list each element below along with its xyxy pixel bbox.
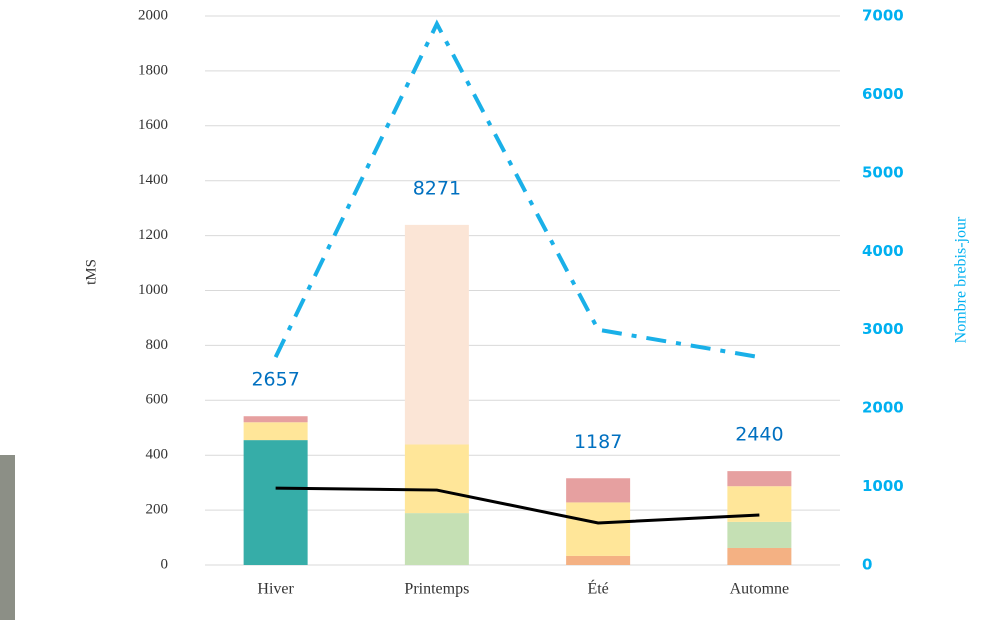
bar-segment	[244, 422, 308, 440]
bar-segment	[566, 478, 630, 502]
y2-tick-label: 3000	[862, 320, 904, 338]
bar-segment	[566, 502, 630, 556]
y-tick-label: 1400	[138, 172, 168, 188]
annotation: 2657	[251, 369, 299, 391]
bar-segment	[244, 440, 308, 565]
bar-segment	[727, 548, 791, 565]
line-series	[276, 24, 760, 357]
y-tick-label: 200	[146, 502, 169, 518]
bar-segment	[405, 513, 469, 565]
y-tick-label: 0	[161, 556, 169, 572]
x-tick-label: Automne	[730, 581, 790, 598]
x-tick-label: Été	[587, 579, 608, 598]
y-tick-label: 1600	[138, 117, 168, 133]
line-series	[276, 488, 760, 523]
y2-axis-label: Nombre brebis-jour	[953, 216, 970, 343]
annotation: 8271	[413, 177, 461, 199]
y2-tick-label: 6000	[862, 85, 904, 103]
y2-tick-label: 4000	[862, 242, 904, 260]
y2-tick-label: 1000	[862, 477, 904, 495]
y2-tick-label: 2000	[862, 399, 904, 417]
annotation: 1187	[574, 431, 622, 453]
bar-segment	[727, 522, 791, 548]
y-tick-label: 1200	[138, 227, 168, 243]
y2-tick-label: 5000	[862, 163, 904, 181]
x-tick-label: Printemps	[404, 581, 469, 598]
y-tick-label: 2000	[138, 7, 168, 23]
bar-segment	[405, 225, 469, 445]
map-fragment	[0, 455, 15, 620]
y2-tick-label: 7000	[862, 7, 904, 25]
y-tick-label: 1800	[138, 62, 168, 78]
y-tick-label: 600	[146, 392, 169, 408]
y-tick-label: 800	[146, 337, 169, 353]
bar-segment	[405, 444, 469, 513]
bar-segment	[566, 556, 630, 565]
y-axis-label: tMS	[83, 259, 99, 285]
y-tick-label: 400	[146, 447, 169, 463]
bar-segment	[727, 471, 791, 486]
y2-tick-label: 0	[862, 556, 872, 574]
y-tick-label: 1000	[138, 282, 168, 298]
x-tick-label: Hiver	[257, 581, 294, 598]
annotation: 2440	[735, 424, 783, 446]
chart: tMS Nombre brebis-jour 0 200 400 600 800 1000…	[0, 0, 986, 620]
bar-segment	[244, 416, 308, 422]
